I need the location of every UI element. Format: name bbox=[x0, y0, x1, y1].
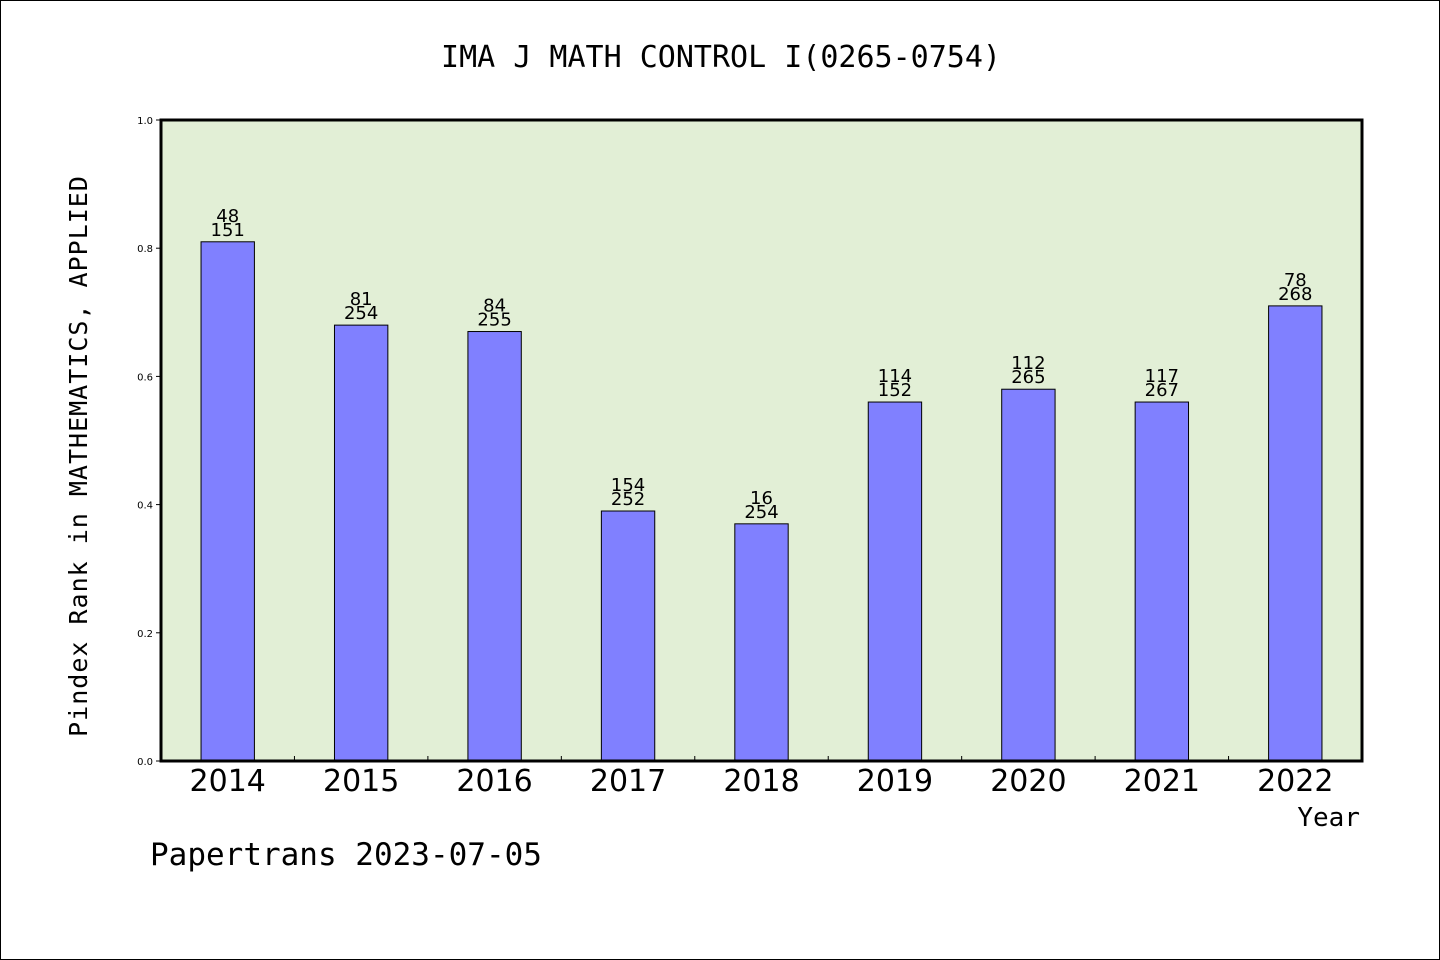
y-tick-label: 0.0 bbox=[137, 757, 153, 768]
bar-2022 bbox=[1268, 305, 1323, 762]
x-tick-label: 2020 bbox=[990, 764, 1066, 799]
bar-rank-label: 48 bbox=[216, 206, 239, 227]
bar-2017 bbox=[600, 510, 656, 762]
y-tick-label: 0.2 bbox=[137, 629, 153, 640]
x-tick-label: 2016 bbox=[456, 764, 532, 799]
chart-title: IMA J MATH CONTROL I(0265-0754) bbox=[441, 40, 1001, 75]
x-tick-label: 2022 bbox=[1257, 764, 1333, 799]
bar-total-label: 254 bbox=[744, 502, 778, 523]
x-axis-label: Year bbox=[1297, 803, 1360, 833]
bar-2016 bbox=[467, 331, 522, 762]
bar-rank-label: 112 bbox=[1011, 353, 1045, 374]
bars bbox=[200, 241, 1323, 762]
bar-2021 bbox=[1134, 401, 1190, 762]
bar-total-label: 252 bbox=[611, 489, 645, 510]
y-tick-label: 0.6 bbox=[137, 372, 153, 383]
y-tick-label: 0.8 bbox=[137, 244, 153, 255]
footer-credit: Papertrans 2023-07-05 bbox=[150, 837, 542, 873]
x-tick-label: 2014 bbox=[190, 764, 266, 799]
x-tick-label: 2018 bbox=[723, 764, 799, 799]
bar-total-label: 267 bbox=[1145, 380, 1179, 401]
bar-2019 bbox=[867, 401, 923, 762]
bar-total-label: 265 bbox=[1011, 367, 1045, 388]
y-axis-label: Pindex Rank in MATHEMATICS, APPLIED bbox=[64, 175, 93, 737]
axis-ticks: 2014 2015 2016 2017 2018 2019 2020 2021 2022 0.0 0… bbox=[137, 116, 1333, 799]
bar-total-label: 255 bbox=[477, 310, 511, 331]
x-tick-label: 2021 bbox=[1124, 764, 1200, 799]
bar-rank-label: 114 bbox=[878, 366, 912, 387]
bar-rank-label: 154 bbox=[611, 475, 645, 496]
bar-total-label: 151 bbox=[211, 220, 245, 241]
y-tick-label: 1.0 bbox=[137, 116, 153, 127]
bar-rank-label: 78 bbox=[1284, 270, 1307, 291]
bar-2014 bbox=[200, 241, 255, 762]
y-tick-label: 0.4 bbox=[137, 501, 153, 512]
bar-total-label: 268 bbox=[1278, 284, 1312, 305]
bar-rank-label: 81 bbox=[350, 289, 373, 310]
x-tick-label: 2015 bbox=[323, 764, 399, 799]
x-tick-label: 2017 bbox=[590, 764, 666, 799]
bar-rank-label: 84 bbox=[483, 296, 506, 317]
bar-rank-label: 16 bbox=[750, 488, 773, 509]
bar-total-label: 152 bbox=[878, 380, 912, 401]
bar-rank-label: 117 bbox=[1145, 366, 1179, 387]
bar-2015 bbox=[333, 324, 389, 762]
plot-frame bbox=[159, 118, 1364, 763]
x-tick-label: 2019 bbox=[857, 764, 933, 799]
bar-2020 bbox=[1001, 388, 1056, 762]
bar-total-label: 254 bbox=[344, 303, 378, 324]
bar-2018 bbox=[734, 523, 789, 762]
